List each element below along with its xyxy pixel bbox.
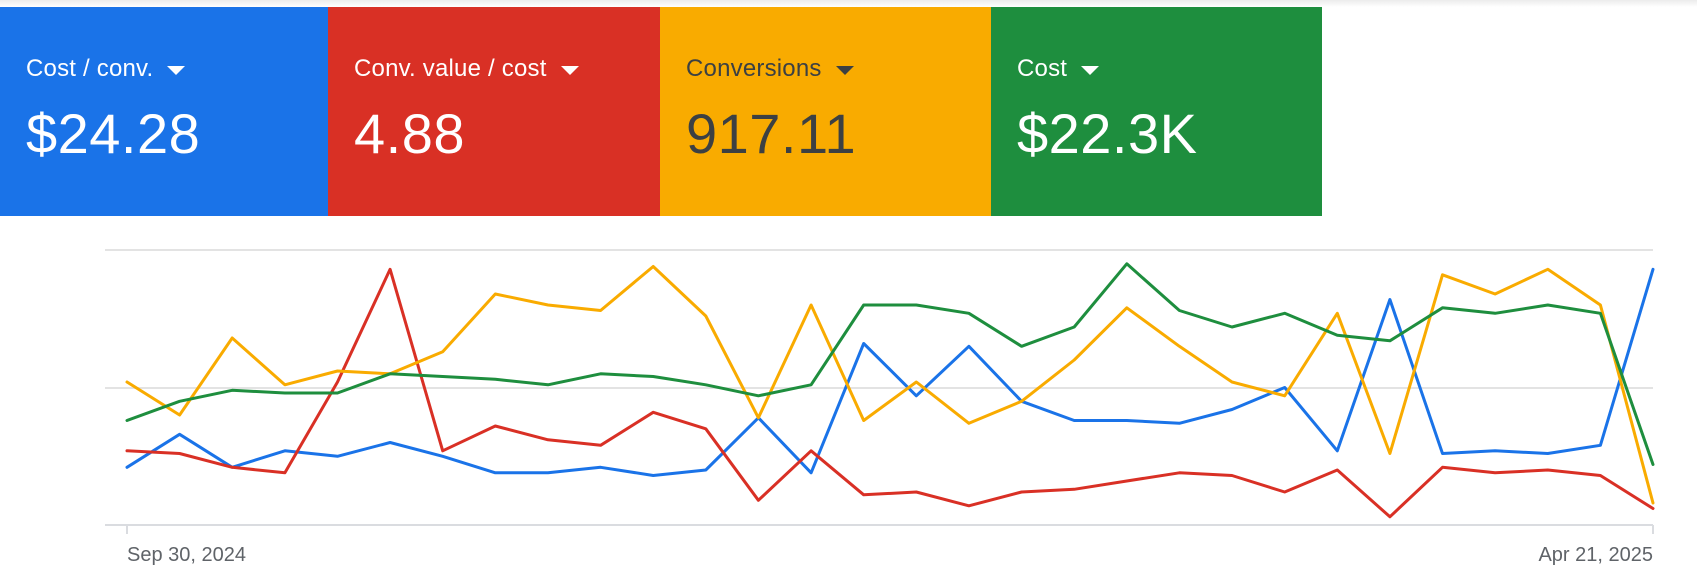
chart-gridlines (105, 249, 1653, 526)
scorecard-cost[interactable]: Cost $22.3K (991, 7, 1322, 216)
scorecard-cost-per-conv[interactable]: Cost / conv. $24.28 (0, 7, 328, 216)
scorecard-label: Conv. value / cost (354, 55, 547, 82)
series-line-conversions[interactable] (125, 265, 1655, 505)
scorecard-label-row[interactable]: Conversions (686, 54, 991, 84)
scorecard-label: Cost / conv. (26, 55, 154, 82)
scorecard-label: Cost (1017, 55, 1068, 82)
scorecard-label-row[interactable]: Conv. value / cost (354, 54, 660, 84)
metrics-line-chart: Sep 30, 2024 Apr 21, 2025 (0, 216, 1697, 586)
scorecard-label: Conversions (686, 55, 822, 82)
scorecard-label-row[interactable]: Cost / conv. (26, 54, 328, 84)
scorecard-conversions[interactable]: Conversions 917.11 (660, 7, 991, 216)
scorecard-value: $22.3K (1017, 102, 1198, 165)
scorecard-value: $24.28 (26, 102, 201, 165)
caret-down-icon[interactable] (835, 65, 854, 75)
scorecard-value: 4.88 (354, 102, 465, 165)
caret-down-icon[interactable] (1081, 65, 1100, 75)
series-line-conv-value-cost[interactable] (125, 267, 1655, 519)
scorecard-label-row[interactable]: Cost (1017, 54, 1322, 84)
series-line-cost[interactable] (125, 262, 1655, 466)
chart-canvas (105, 249, 1655, 534)
chart-x-ticks (126, 525, 1654, 534)
top-border (0, 0, 1697, 7)
caret-down-icon[interactable] (560, 65, 579, 75)
chart-series (125, 262, 1655, 519)
scorecard-value: 917.11 (686, 102, 857, 165)
metric-scorecards: Cost / conv. $24.28 Conv. value / cost 4… (0, 7, 1322, 216)
caret-down-icon[interactable] (167, 65, 186, 75)
scorecard-conv-value-per-cost[interactable]: Conv. value / cost 4.88 (328, 7, 660, 216)
x-tick-label-start: Sep 30, 2024 (127, 544, 246, 566)
series-line-cost-conv[interactable] (125, 267, 1655, 477)
x-tick-label-end: Apr 21, 2025 (1538, 544, 1653, 566)
